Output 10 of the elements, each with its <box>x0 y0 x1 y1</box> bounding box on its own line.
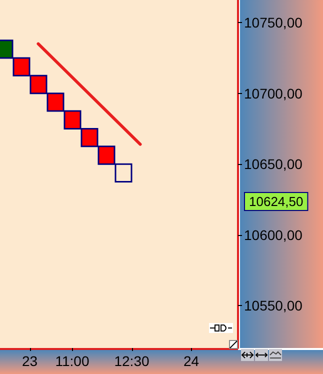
x-tick-label: 24 <box>183 353 200 369</box>
x-tick-label: 12:30 <box>114 353 150 369</box>
y-tick-label: 10550,00 <box>244 298 303 314</box>
text: 10624,50 <box>249 194 304 209</box>
y-tick-label: 10700,00 <box>244 85 303 102</box>
y-tick-label: 10650,00 <box>244 156 303 172</box>
y-tick-label: 10750,00 <box>244 14 303 31</box>
x-tick-label: 11:00 <box>55 353 90 369</box>
y-tick-label: 10600,00 <box>244 226 303 243</box>
x-tick-label: 23 <box>22 353 38 369</box>
